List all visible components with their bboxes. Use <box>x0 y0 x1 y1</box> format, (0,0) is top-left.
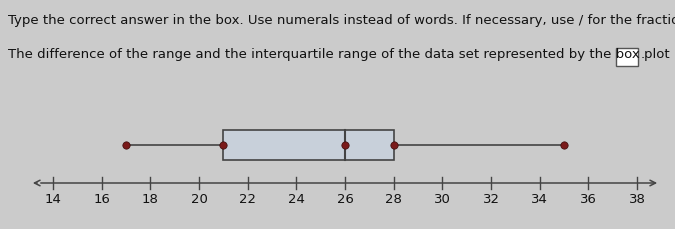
Text: 30: 30 <box>434 193 451 206</box>
Point <box>218 143 229 147</box>
Text: 26: 26 <box>337 193 354 206</box>
Text: 24: 24 <box>288 193 305 206</box>
Text: 28: 28 <box>385 193 402 206</box>
Bar <box>616 48 638 66</box>
Text: 18: 18 <box>142 193 159 206</box>
Point <box>340 143 350 147</box>
Text: The difference of the range and the interquartile range of the data set represen: The difference of the range and the inte… <box>8 48 675 61</box>
Point <box>121 143 132 147</box>
Text: 38: 38 <box>628 193 645 206</box>
Point <box>388 143 399 147</box>
Text: 16: 16 <box>93 193 110 206</box>
Text: 14: 14 <box>45 193 61 206</box>
Text: 20: 20 <box>190 193 207 206</box>
Text: .: . <box>641 48 645 61</box>
Point <box>559 143 570 147</box>
Text: 32: 32 <box>483 193 500 206</box>
Text: Type the correct answer in the box. Use numerals instead of words. If necessary,: Type the correct answer in the box. Use … <box>8 14 675 27</box>
Text: 36: 36 <box>580 193 597 206</box>
Text: 22: 22 <box>239 193 256 206</box>
Bar <box>223 130 394 160</box>
Text: 34: 34 <box>531 193 548 206</box>
